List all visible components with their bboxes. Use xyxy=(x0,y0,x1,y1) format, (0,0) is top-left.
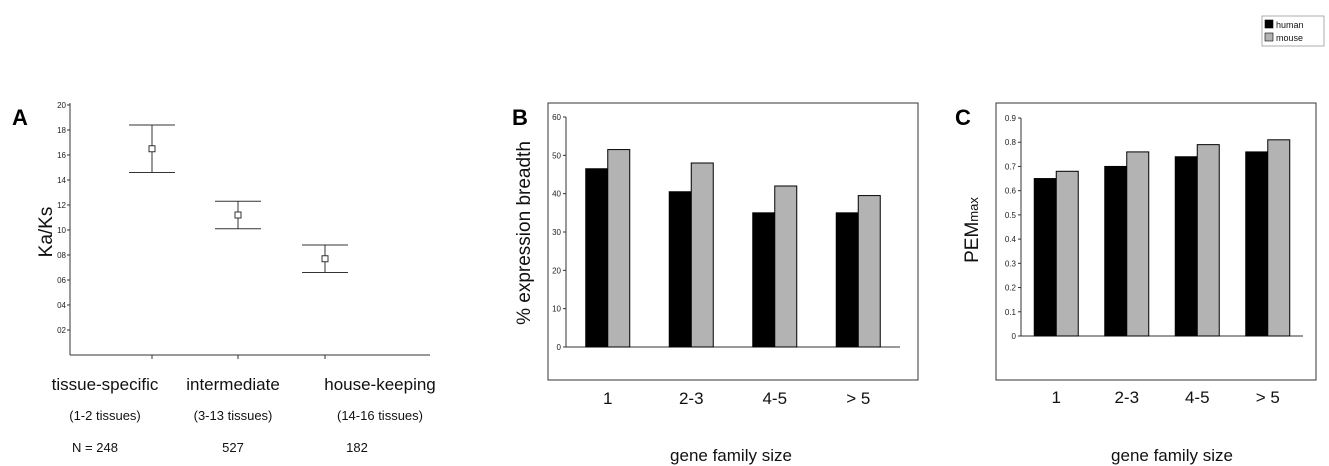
panel-a-category-label: intermediate xyxy=(186,375,280,394)
panel-a-count-label: 182 xyxy=(346,440,368,455)
panelB-bar-mouse xyxy=(690,162,714,348)
legend-swatch-human xyxy=(1264,19,1274,29)
panelB-bar-human xyxy=(835,212,859,348)
panel-c-label: C xyxy=(955,105,971,130)
panelC-y-tick-label: 0.3 xyxy=(1005,259,1017,268)
panel-a-y-axis-label: Ka/Ks xyxy=(36,207,57,258)
panelC-bar-mouse xyxy=(1267,139,1291,337)
panel-c-frame xyxy=(995,102,1317,381)
panel-a-y-tick-label: 20 xyxy=(57,101,66,110)
panel-a-y-tick-label: 18 xyxy=(57,126,66,135)
panelC-y-tick-label: 0.1 xyxy=(1005,308,1017,317)
panel-a-mean-point xyxy=(234,211,242,219)
panelB-y-tick-label: 60 xyxy=(552,113,561,122)
panel-c-y-axis-label-subscript: max xyxy=(966,197,981,222)
legend-swatch-mouse xyxy=(1264,32,1274,42)
panelB-bar-mouse xyxy=(857,195,881,348)
panelC-x-tick-label: 2-3 xyxy=(1114,388,1139,407)
panel-a: A Ka/Ks 20 18 16 14 12 10 08 06 04 02 tissue-spec… xyxy=(12,101,436,455)
panelC-y-tick-label: 0.5 xyxy=(1005,211,1017,220)
panel-a-y-tick-label: 06 xyxy=(57,276,66,285)
panelC-bar-mouse xyxy=(1196,144,1220,337)
panelC-y-tick-label: 0.8 xyxy=(1005,138,1017,147)
panel-a-label: A xyxy=(12,105,28,130)
panelB-y-tick-label: 40 xyxy=(552,190,561,199)
legend: human mouse xyxy=(1261,15,1325,47)
legend-label-mouse: mouse xyxy=(1276,33,1303,43)
panelB-bar-human xyxy=(752,212,776,348)
panel-a-count-label: N = 248 xyxy=(72,440,118,455)
panel-a-category-sublabel: (3-13 tissues) xyxy=(194,408,273,423)
panelC-x-tick-label: 4-5 xyxy=(1185,388,1210,407)
panelB-y-tick-label: 20 xyxy=(552,266,561,275)
panelB-bar-mouse xyxy=(774,185,798,348)
panelB-y-tick-label: 0 xyxy=(557,343,562,352)
panel-a-y-tick-label: 14 xyxy=(57,176,66,185)
panel-c: C PEMmax 0 0.1 0.2 0.3 0.4 0.5 0.6 0.7 0.8 0.9 1 2-… xyxy=(955,102,1317,465)
panelC-y-tick-label: 0.7 xyxy=(1005,162,1017,171)
panel-c-y-axis-label: PEMmax xyxy=(962,197,983,263)
panel-a-mean-point xyxy=(148,145,156,153)
panelB-y-tick-label: 50 xyxy=(552,151,561,160)
panel-a-category-labels: tissue-specific (1-2 tissues) intermediate… xyxy=(52,375,436,455)
panel-a-y-tick-label: 12 xyxy=(57,201,66,210)
panelC-y-tick-label: 0.9 xyxy=(1005,114,1017,123)
panel-a-mean-point xyxy=(321,255,329,263)
panelB-y-tick-label: 30 xyxy=(552,228,561,237)
panelB-bar-human xyxy=(585,168,609,348)
panel-a-category-sublabel: (14-16 tissues) xyxy=(337,408,423,423)
panelC-x-tick-label: 1 xyxy=(1052,388,1061,407)
panelC-bar-human xyxy=(1104,165,1128,337)
panelC-bar-mouse xyxy=(1126,151,1150,337)
panel-b-label: B xyxy=(512,105,528,130)
panel-a-category-label: tissue-specific xyxy=(52,375,159,394)
panelC-y-tick-label: 0 xyxy=(1012,332,1017,341)
panelB-x-tick-label: 2-3 xyxy=(679,389,704,408)
panelB-x-tick-label: > 5 xyxy=(846,389,870,408)
panel-a-y-axis: 20 18 16 14 12 10 08 06 04 02 xyxy=(57,101,70,335)
panel-a-count-label: 527 xyxy=(222,440,244,455)
panel-c-x-axis-label: gene family size xyxy=(1111,446,1233,465)
panelB-bar-human xyxy=(668,191,692,348)
panelB-x-tick-label: 4-5 xyxy=(762,389,787,408)
panel-c-y-axis-label-main: PEM xyxy=(962,222,983,263)
panelC-y-tick-label: 0.6 xyxy=(1005,187,1017,196)
panel-a-y-tick-label: 08 xyxy=(57,251,66,260)
panel-c-plot: 0 0.1 0.2 0.3 0.4 0.5 0.6 0.7 0.8 0.9 1 2-3 4-5 > 5 xyxy=(1005,114,1303,407)
panelB-y-tick-label: 10 xyxy=(552,305,561,314)
panel-b-x-axis-label: gene family size xyxy=(670,446,792,465)
panel-a-y-tick-label: 04 xyxy=(57,301,66,310)
panelC-bar-human xyxy=(1033,178,1057,337)
panel-a-marks xyxy=(129,124,348,359)
panelC-y-tick-label: 0.2 xyxy=(1005,284,1017,293)
panelB-x-tick-label: 1 xyxy=(603,389,612,408)
panel-a-y-tick-label: 10 xyxy=(57,226,66,235)
panel-a-y-tick-label: 16 xyxy=(57,151,66,160)
panel-a-category-sublabel: (1-2 tissues) xyxy=(69,408,141,423)
panelC-x-tick-label: > 5 xyxy=(1256,388,1280,407)
legend-label-human: human xyxy=(1276,20,1304,30)
panel-b-y-axis-label: % expression breadth xyxy=(514,141,535,325)
panel-b-frame xyxy=(547,102,919,381)
panel-b: B % expression breadth 0 10 20 30 40 50 60 1 2-3… xyxy=(512,102,919,465)
panel-b-plot: 0 10 20 30 40 50 60 1 2-3 4-5 > 5 xyxy=(552,113,900,408)
panelC-y-tick-label: 0.4 xyxy=(1005,235,1017,244)
panel-a-y-tick-label: 02 xyxy=(57,326,66,335)
panelC-bar-human xyxy=(1245,151,1269,337)
panel-a-category-label: house-keeping xyxy=(324,375,436,394)
panelB-bar-mouse xyxy=(607,149,631,348)
panelC-bar-mouse xyxy=(1055,170,1079,337)
panelC-bar-human xyxy=(1174,156,1198,337)
